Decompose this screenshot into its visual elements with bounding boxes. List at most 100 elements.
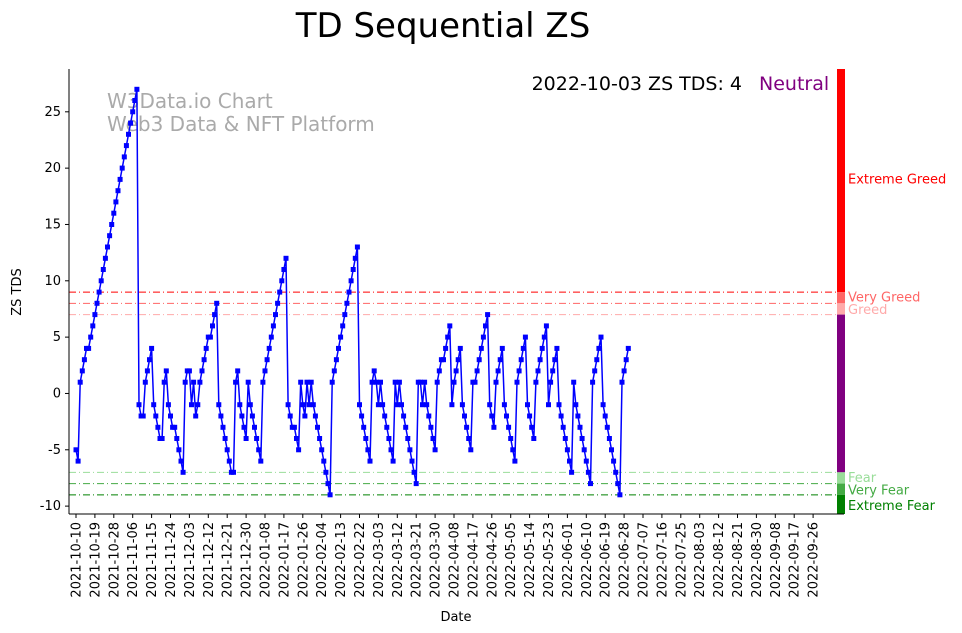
data-point-191: [474, 368, 480, 374]
data-point-147: [382, 413, 388, 419]
data-point-199: [491, 424, 497, 430]
data-point-56: [191, 379, 197, 385]
data-point-3: [79, 368, 85, 374]
data-point-86: [254, 436, 260, 441]
data-point-43: [163, 368, 169, 374]
data-point-113: [310, 402, 316, 408]
data-point-81: [243, 436, 249, 441]
data-point-44: [165, 402, 171, 408]
data-point-87: [256, 447, 262, 453]
data-point-101: [285, 402, 291, 408]
data-point-160: [409, 458, 415, 464]
data-point-107: [298, 379, 304, 385]
data-point-232: [560, 424, 566, 430]
x-tick-label-20: 2022-04-08: [448, 522, 463, 598]
data-point-25: [126, 131, 131, 137]
data-point-204: [501, 402, 507, 408]
data-point-108: [300, 402, 306, 408]
data-point-102: [287, 413, 293, 419]
side-bar-segment-0: [837, 69, 845, 293]
data-point-219: [533, 379, 539, 385]
data-point-49: [176, 447, 182, 453]
data-point-262: [623, 357, 629, 363]
x-tick-label-12: 2022-01-26: [296, 522, 311, 598]
data-point-66: [212, 312, 218, 318]
x-axis-label: Date: [440, 610, 471, 625]
data-point-94: [270, 323, 276, 329]
data-point-241: [579, 436, 585, 441]
data-point-128: [342, 312, 348, 318]
data-point-114: [312, 413, 318, 419]
data-point-170: [430, 436, 436, 441]
data-point-12: [98, 278, 104, 284]
data-point-260: [619, 379, 625, 385]
data-point-17: [109, 222, 115, 227]
data-point-20: [115, 188, 121, 194]
data-point-249: [596, 345, 602, 351]
data-point-26: [128, 120, 134, 126]
data-point-41: [159, 436, 165, 441]
data-point-209: [512, 458, 518, 464]
x-tick-label-16: 2022-03-03: [372, 522, 387, 598]
data-point-252: [602, 413, 608, 419]
data-point-218: [531, 436, 537, 441]
y-ticks: -10 -5 0 5 10 15 20 25: [40, 105, 69, 514]
data-point-100: [283, 255, 289, 261]
data-point-226: [548, 379, 554, 385]
data-point-115: [315, 424, 320, 430]
data-point-95: [273, 312, 278, 318]
side-bar-segment-6: [837, 494, 845, 514]
side-label-2: Greed: [848, 303, 887, 318]
data-point-121: [327, 492, 333, 498]
data-point-69: [218, 413, 224, 419]
data-point-144: [375, 402, 381, 408]
data-point-89: [260, 379, 266, 385]
data-point-8: [90, 323, 96, 329]
data-point-259: [617, 492, 623, 498]
data-point-223: [541, 334, 547, 340]
x-tick-label-23: 2022-05-05: [504, 522, 519, 598]
data-point-97: [277, 289, 283, 295]
y-tick-label-4: 10: [44, 274, 61, 289]
data-point-110: [304, 379, 310, 385]
data-point-193: [478, 345, 484, 351]
x-tick-label-24: 2022-05-14: [523, 522, 538, 598]
data-point-23: [121, 154, 127, 160]
data-point-245: [588, 481, 593, 487]
y-tick-label-6: 20: [44, 161, 61, 176]
data-point-228: [552, 357, 558, 363]
data-point-158: [405, 436, 411, 441]
data-point-187: [466, 436, 472, 441]
data-point-78: [237, 402, 243, 408]
data-point-98: [279, 278, 285, 284]
x-tick-label-17: 2022-03-12: [391, 522, 406, 598]
data-point-104: [291, 424, 297, 430]
data-point-233: [562, 436, 568, 441]
x-tick-label-30: 2022-07-07: [637, 522, 652, 598]
x-tick-label-3: 2021-11-06: [126, 522, 141, 598]
data-point-235: [567, 458, 572, 464]
data-point-34: [144, 368, 150, 374]
data-point-30: [136, 402, 142, 408]
data-point-205: [504, 413, 509, 419]
data-point-139: [365, 447, 371, 453]
x-tick-label-27: 2022-06-10: [580, 522, 595, 598]
data-point-88: [258, 458, 264, 464]
data-point-198: [489, 413, 495, 419]
data-point-211: [516, 368, 522, 374]
data-point-221: [537, 357, 543, 363]
x-tick-label-35: 2022-08-21: [731, 522, 746, 598]
data-point-127: [340, 323, 346, 329]
data-point-176: [443, 345, 449, 351]
data-point-51: [180, 469, 186, 475]
data-point-111: [306, 402, 312, 408]
data-point-153: [394, 402, 400, 408]
data-point-119: [323, 469, 329, 475]
data-point-7: [88, 334, 94, 340]
x-tick-label-32: 2022-07-25: [674, 522, 689, 598]
data-point-152: [392, 379, 398, 385]
data-point-192: [476, 357, 482, 363]
data-point-6: [86, 345, 92, 351]
